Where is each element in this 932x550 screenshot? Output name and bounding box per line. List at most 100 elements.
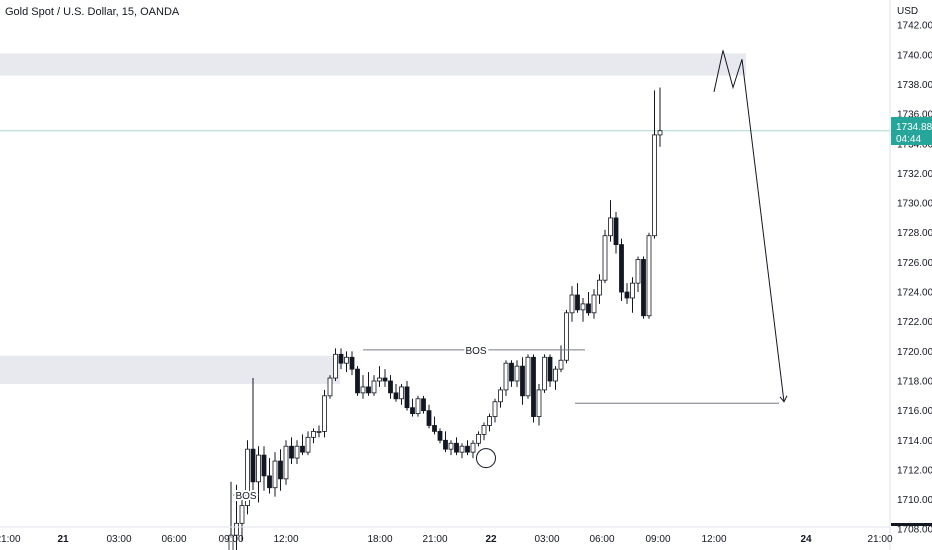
y-tick-label: 1738.000 (897, 80, 932, 91)
candle-body (569, 294, 575, 314)
y-tick-label: 1720.000 (897, 347, 932, 358)
y-tick-label: 1730.000 (897, 199, 932, 210)
candle-body (619, 244, 624, 293)
candle-body (415, 398, 421, 415)
candle (509, 360, 514, 387)
candle-body (487, 416, 492, 426)
candle (355, 366, 360, 396)
candle (503, 360, 509, 396)
candle-body (388, 380, 393, 394)
candle (514, 360, 520, 387)
candle (349, 351, 355, 376)
candle-body (542, 356, 547, 391)
candle (388, 375, 393, 399)
candle (635, 256, 641, 293)
candle-body (267, 475, 272, 489)
candle-body (338, 353, 344, 364)
x-tick-label: 18:00 (367, 534, 392, 545)
candle-body (575, 294, 580, 311)
candle (476, 431, 481, 447)
candle (542, 354, 547, 393)
candle (619, 238, 624, 301)
candle (641, 256, 646, 319)
x-tick-label: 03:00 (534, 534, 559, 545)
candle-body (531, 356, 536, 417)
candle (272, 452, 278, 497)
y-tick-label: 1732.000 (897, 169, 932, 180)
candle-body (228, 534, 234, 550)
candle-body (355, 368, 360, 394)
candle (322, 389, 327, 438)
candle (531, 354, 536, 423)
x-tick-label: 21:00 (867, 534, 892, 545)
candle (564, 309, 569, 364)
candle-body (360, 386, 366, 394)
candle-body (503, 362, 509, 391)
candle (294, 440, 300, 465)
candle-body (657, 130, 663, 136)
y-tick-label: 1742.000 (897, 21, 932, 32)
candle (366, 372, 371, 396)
candle (228, 481, 234, 550)
candle-body (492, 401, 498, 417)
supply-zone (0, 53, 746, 76)
candle (327, 375, 333, 399)
candle (261, 446, 267, 491)
candle (459, 443, 465, 459)
candle-body (558, 359, 564, 370)
candle (300, 434, 305, 456)
y-tick-label: 1708.000 (897, 525, 932, 536)
candle (525, 354, 531, 399)
price-badge: 1734.880 04:44 (891, 117, 932, 145)
candle-body (234, 522, 239, 536)
y-tick-label: 1722.000 (897, 317, 932, 328)
candles-layer (228, 87, 663, 550)
candle-body (580, 303, 586, 311)
candle-body (437, 431, 443, 441)
x-tick-label: 03:00 (106, 534, 131, 545)
candle-body (382, 377, 388, 382)
y-tick-label: 1710.000 (897, 495, 932, 506)
candle-body (448, 442, 454, 450)
candle-body (602, 235, 608, 281)
candle (443, 431, 448, 453)
candle-body (586, 303, 591, 314)
candle-body (393, 392, 399, 400)
candle (613, 211, 619, 254)
y-tick-label: 1716.000 (897, 406, 932, 417)
candle-body (349, 356, 355, 370)
candle-body (536, 389, 542, 417)
candle (305, 431, 311, 456)
zones-layer (0, 53, 746, 384)
candle-body (426, 410, 432, 426)
candle-body (553, 368, 558, 382)
candle (437, 428, 443, 444)
candle (608, 200, 613, 242)
bos-label-upper: BOS (465, 346, 486, 357)
candle-body (261, 454, 267, 477)
candle-body (470, 442, 476, 453)
y-tick-label: 1718.000 (897, 376, 932, 387)
candle (591, 289, 597, 319)
projection-path (713, 50, 785, 402)
candle (597, 274, 602, 304)
x-tick-label: 09:00 (645, 534, 670, 545)
candle-body (311, 431, 316, 438)
candle (245, 440, 250, 515)
candle (498, 386, 503, 408)
candle (454, 437, 459, 456)
x-tick-label: 06:00 (589, 534, 614, 545)
candle (283, 440, 289, 485)
candle-body (432, 425, 437, 432)
candle (465, 440, 470, 456)
candle-body (608, 217, 613, 237)
marker-circle (476, 448, 496, 469)
currency-label: USD (897, 6, 918, 17)
drawings-layer: BOS BOS (233, 50, 788, 504)
axis-scale-handle[interactable] (891, 523, 932, 526)
candle-body (399, 386, 404, 400)
candle (393, 383, 399, 402)
candle (646, 232, 652, 319)
candle-body (624, 291, 630, 299)
